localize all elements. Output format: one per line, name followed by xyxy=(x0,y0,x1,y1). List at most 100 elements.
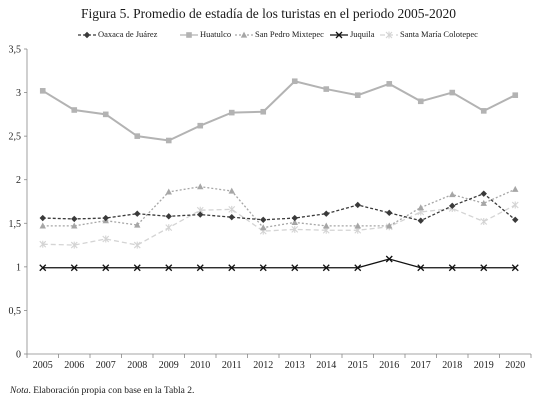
x-tick-label: 2006 xyxy=(64,360,84,371)
note-text: . Elaboración propia con base en la Tabl… xyxy=(28,386,195,396)
data-point xyxy=(196,264,204,272)
legend-marker xyxy=(335,31,343,39)
data-point xyxy=(71,107,78,113)
data-point xyxy=(354,264,362,272)
legend-item: Santa María Colotepec xyxy=(380,28,510,44)
data-point xyxy=(323,222,330,229)
data-point xyxy=(354,92,361,98)
series-huatulco xyxy=(39,78,519,144)
data-point xyxy=(449,89,456,96)
data-point xyxy=(39,222,46,229)
legend-marker xyxy=(83,31,91,39)
x-tick-label: 2017 xyxy=(411,360,431,371)
data-point xyxy=(417,264,425,272)
series-line xyxy=(42,186,516,229)
data-point xyxy=(386,222,393,229)
data-point xyxy=(71,215,78,223)
data-point xyxy=(291,214,298,222)
data-point xyxy=(228,109,235,116)
data-point xyxy=(102,214,109,222)
data-point xyxy=(511,264,519,272)
y-tick-label: 0,5 xyxy=(9,306,22,317)
data-point xyxy=(260,108,267,115)
y-tick-label: 3,5 xyxy=(9,45,22,56)
legend-label: Juquila xyxy=(350,29,375,39)
data-point xyxy=(39,214,46,222)
data-point xyxy=(449,191,456,198)
x-tick-label: 2008 xyxy=(127,360,147,371)
legend-swatch xyxy=(380,31,398,39)
y-tick-label: 2,5 xyxy=(9,132,22,143)
data-point xyxy=(228,213,235,221)
data-point xyxy=(134,210,141,217)
series-san-pedro-mixtepec xyxy=(39,183,519,231)
data-point xyxy=(480,108,487,114)
data-point xyxy=(322,264,330,272)
x-tick-label: 2020 xyxy=(505,360,525,371)
legend-swatch xyxy=(180,32,198,38)
y-tick-label: 1 xyxy=(16,262,21,273)
legend-marker xyxy=(385,31,393,39)
note-prefix: Nota xyxy=(10,386,29,396)
data-point xyxy=(449,202,456,210)
data-point xyxy=(386,81,393,87)
data-point xyxy=(197,122,204,129)
data-point xyxy=(165,264,173,272)
x-tick-label: 2019 xyxy=(474,360,494,371)
data-point xyxy=(480,218,488,226)
data-point xyxy=(165,188,172,195)
data-point xyxy=(165,224,173,232)
data-point xyxy=(228,187,235,194)
data-point xyxy=(165,213,172,220)
data-point xyxy=(291,225,299,233)
data-point xyxy=(354,201,361,209)
data-point xyxy=(70,264,78,272)
data-point xyxy=(197,211,204,218)
x-tick-label: 2010 xyxy=(190,360,210,371)
x-tick-label: 2013 xyxy=(285,360,305,371)
legend-swatch xyxy=(78,31,96,39)
data-point xyxy=(165,137,172,144)
x-tick-label: 2011 xyxy=(222,360,242,371)
data-point xyxy=(102,264,110,272)
data-point xyxy=(291,78,298,85)
y-tick-label: 3 xyxy=(16,88,21,99)
figure-note: Nota. Elaboración propia con base en la … xyxy=(10,386,194,396)
legend-marker xyxy=(186,32,192,38)
legend-swatch xyxy=(235,31,253,38)
data-point xyxy=(133,264,141,272)
data-point xyxy=(133,241,141,249)
chart-title: Figura 5. Promedio de estadía de los tur… xyxy=(81,6,456,21)
data-point xyxy=(480,264,488,272)
data-point xyxy=(512,92,519,98)
data-point xyxy=(511,201,519,209)
legend-label: San Pedro Mixtepec xyxy=(255,29,324,39)
y-tick-label: 2 xyxy=(16,175,21,186)
legend: Oaxaca de Juárez Huatulco San Pedro Mixtep… xyxy=(0,28,537,44)
data-point xyxy=(260,224,267,231)
legend-item: Huatulco xyxy=(180,28,310,44)
data-point xyxy=(480,190,487,197)
data-point xyxy=(448,264,456,272)
x-tick-label: 2005 xyxy=(33,360,53,371)
data-point xyxy=(323,86,330,92)
data-point xyxy=(354,222,361,229)
series-line xyxy=(42,258,516,269)
legend-swatch xyxy=(330,31,348,39)
legend-marker xyxy=(240,31,248,38)
x-tick-label: 2016 xyxy=(379,360,399,371)
data-point xyxy=(39,240,47,248)
series-line xyxy=(42,192,516,222)
legend-item: Juquila xyxy=(330,28,460,44)
data-point xyxy=(39,264,47,272)
data-point xyxy=(102,111,109,118)
data-point xyxy=(417,217,424,224)
data-point xyxy=(417,204,424,211)
legend-label: Huatulco xyxy=(200,29,232,39)
legend-label: Oaxaca de Juárez xyxy=(98,29,158,39)
data-point xyxy=(197,183,204,190)
data-point xyxy=(228,205,236,213)
data-point xyxy=(512,185,519,192)
data-point xyxy=(417,98,424,105)
